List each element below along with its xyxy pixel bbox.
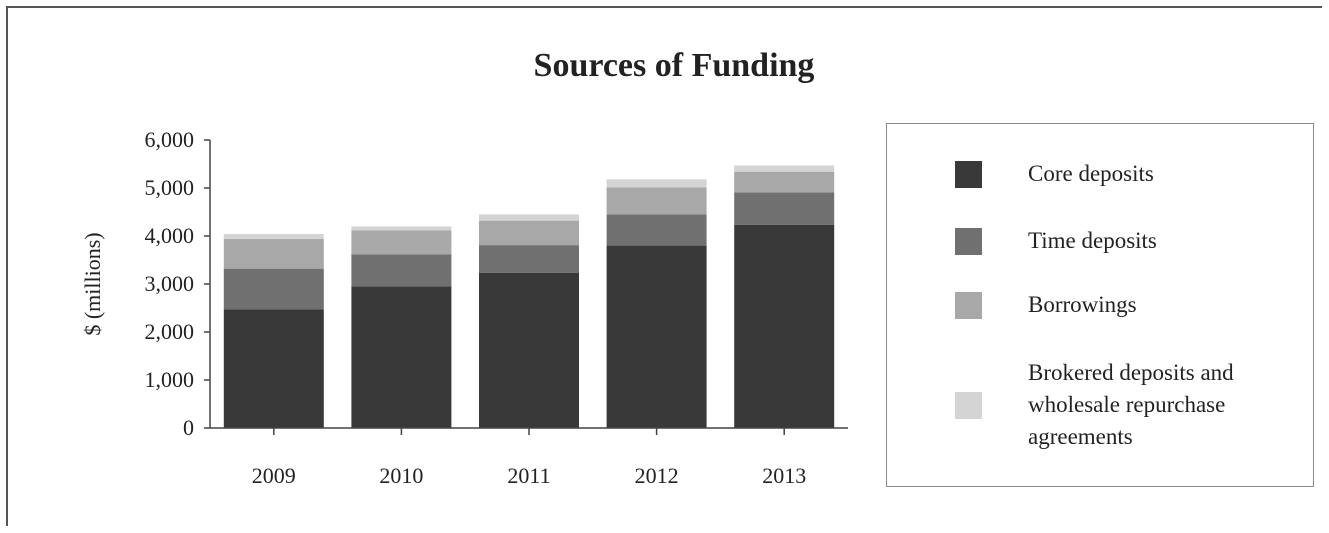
bar-segment-borrowings-2012 bbox=[606, 187, 707, 215]
bar-segment-brokered-deposits-and-wholesale-repurchase-agreements-2012 bbox=[606, 179, 707, 188]
x-tick-label: 2009 bbox=[252, 463, 296, 488]
legend-swatch bbox=[955, 292, 982, 319]
bars bbox=[223, 165, 835, 428]
bar-segment-time-deposits-2013 bbox=[734, 192, 835, 225]
bar-segment-borrowings-2009 bbox=[223, 238, 324, 269]
chart-title: Sources of Funding bbox=[534, 47, 815, 84]
y-tick-label: 0 bbox=[183, 415, 194, 440]
x-tick-label: 2010 bbox=[379, 463, 423, 488]
y-tick-label: 2,000 bbox=[145, 319, 195, 344]
bar-segment-core-deposits-2013 bbox=[734, 224, 835, 428]
bar-segment-brokered-deposits-and-wholesale-repurchase-agreements-2009 bbox=[223, 234, 324, 239]
x-tick-label: 2012 bbox=[635, 463, 679, 488]
x-axis: 2009 2010 2011 2012 2013 bbox=[252, 428, 806, 488]
bar-segment-time-deposits-2009 bbox=[223, 268, 324, 310]
legend-label: Core deposits bbox=[1028, 161, 1154, 186]
bar-segment-borrowings-2010 bbox=[351, 230, 452, 255]
legend-swatch bbox=[955, 161, 982, 188]
bar-segment-time-deposits-2010 bbox=[351, 254, 452, 287]
bar-segment-borrowings-2013 bbox=[734, 171, 835, 193]
bar-segment-brokered-deposits-and-wholesale-repurchase-agreements-2013 bbox=[734, 165, 835, 172]
legend-label: Time deposits bbox=[1028, 228, 1157, 253]
y-axis: 0 1,000 2,000 3,000 4,000 5,000 6,000 bbox=[145, 127, 210, 440]
y-axis-label: $ (millions) bbox=[80, 232, 105, 335]
x-tick-label: 2011 bbox=[507, 463, 550, 488]
legend-label: agreements bbox=[1028, 424, 1133, 449]
bar-segment-core-deposits-2010 bbox=[351, 286, 452, 428]
bar-segment-core-deposits-2011 bbox=[479, 272, 579, 428]
chart-frame bbox=[6, 6, 1322, 526]
bar-segment-core-deposits-2009 bbox=[223, 309, 324, 428]
bar-segment-brokered-deposits-and-wholesale-repurchase-agreements-2011 bbox=[479, 214, 579, 221]
bar-segment-borrowings-2011 bbox=[479, 220, 579, 246]
y-tick-label: 1,000 bbox=[145, 367, 195, 392]
legend: Core deposits Time deposits Borrowings Brok… bbox=[886, 123, 1314, 487]
legend-label: wholesale repurchase bbox=[1028, 392, 1226, 417]
x-tick-label: 2013 bbox=[762, 463, 806, 488]
y-tick-label: 6,000 bbox=[145, 127, 195, 152]
bar-segment-time-deposits-2011 bbox=[479, 245, 579, 273]
legend-label: Borrowings bbox=[1028, 292, 1137, 317]
y-tick-label: 4,000 bbox=[145, 223, 195, 248]
legend-label: Brokered deposits and bbox=[1028, 360, 1234, 385]
legend-swatch bbox=[955, 392, 982, 419]
bar-segment-time-deposits-2012 bbox=[606, 214, 707, 246]
y-tick-label: 3,000 bbox=[145, 271, 195, 296]
y-tick-label: 5,000 bbox=[145, 175, 195, 200]
legend-swatch bbox=[955, 228, 982, 255]
bar-segment-brokered-deposits-and-wholesale-repurchase-agreements-2010 bbox=[351, 226, 452, 231]
bar-segment-core-deposits-2012 bbox=[606, 245, 707, 428]
